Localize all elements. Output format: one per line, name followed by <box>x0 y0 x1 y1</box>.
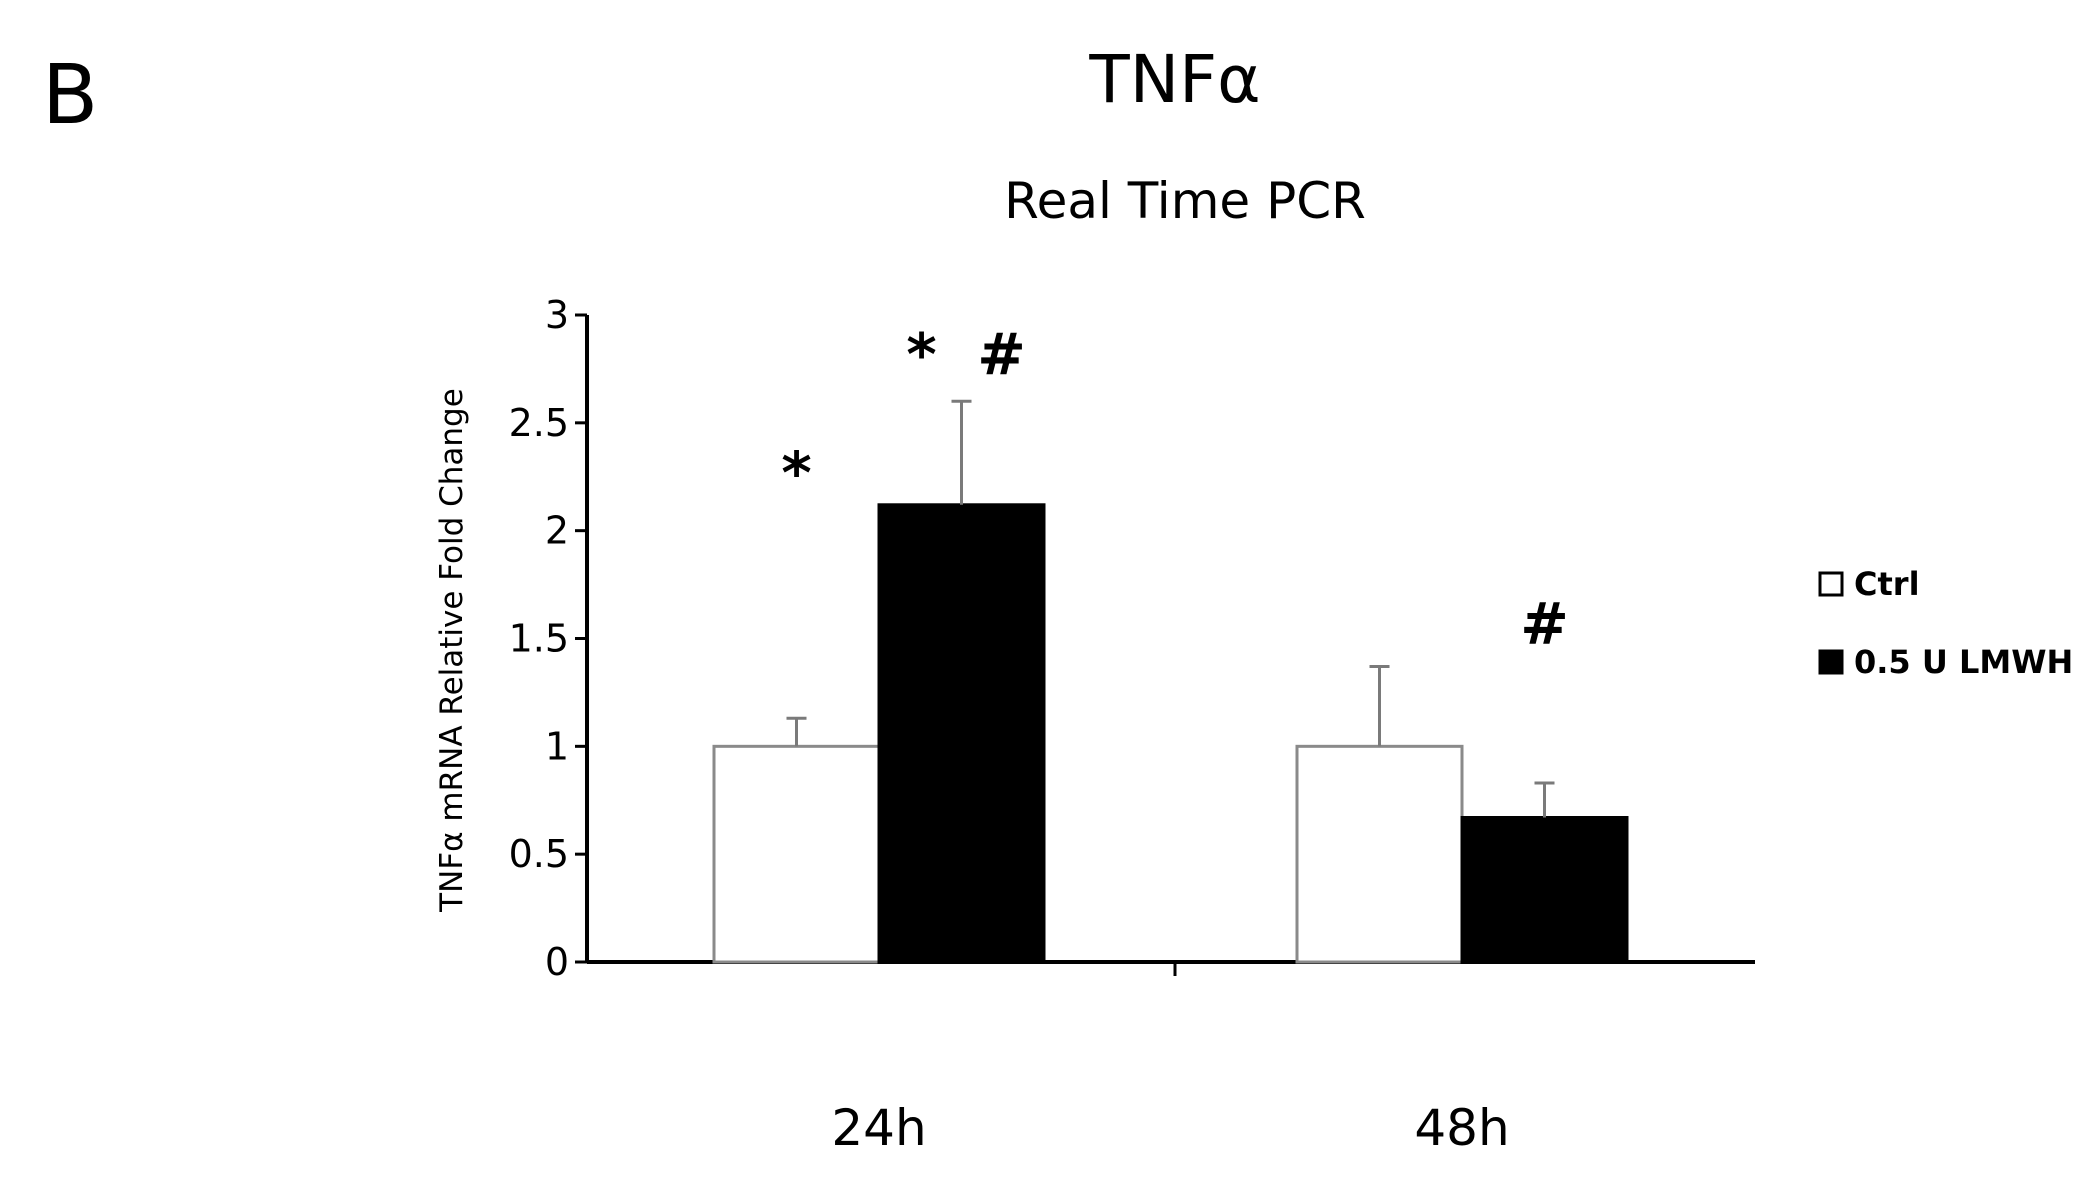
significance-marker: * <box>781 439 811 507</box>
bar <box>1295 744 1464 964</box>
y-axis-label: TNFα mRNA Relative Fold Change <box>434 388 470 913</box>
y-tick-label: 0 <box>545 940 569 984</box>
chart-title: TNFα <box>1088 41 1260 118</box>
x-category-label: 48h <box>1414 1099 1509 1157</box>
y-tick-label: 2.5 <box>509 401 569 445</box>
y-tick-label: 2 <box>545 509 569 553</box>
legend-swatch <box>1818 571 1844 597</box>
y-tick-label: 1 <box>545 724 569 768</box>
legend-label: 0.5 U LMWH <box>1854 643 2073 681</box>
bar <box>877 503 1046 964</box>
y-tick-label: 1.5 <box>509 617 569 661</box>
legend-swatch <box>1818 649 1844 675</box>
bar <box>1460 816 1629 964</box>
chart-subtitle: Real Time PCR <box>1004 172 1366 230</box>
panel-letter: B <box>42 48 98 143</box>
y-tick-label: 3 <box>545 293 569 337</box>
significance-marker: # <box>1520 590 1569 658</box>
x-category-label: 24h <box>831 1099 926 1157</box>
y-tick-label: 0.5 <box>509 832 569 876</box>
legend-label: Ctrl <box>1854 565 1920 603</box>
plot-area: 0 0.5 1 1.5 2 2.5 3 24h 48h * * # # Ctrl 0.5 U LMWH <box>509 293 2074 1157</box>
significance-marker: # <box>977 321 1026 389</box>
significance-marker: * <box>906 321 936 389</box>
bar <box>712 744 881 964</box>
